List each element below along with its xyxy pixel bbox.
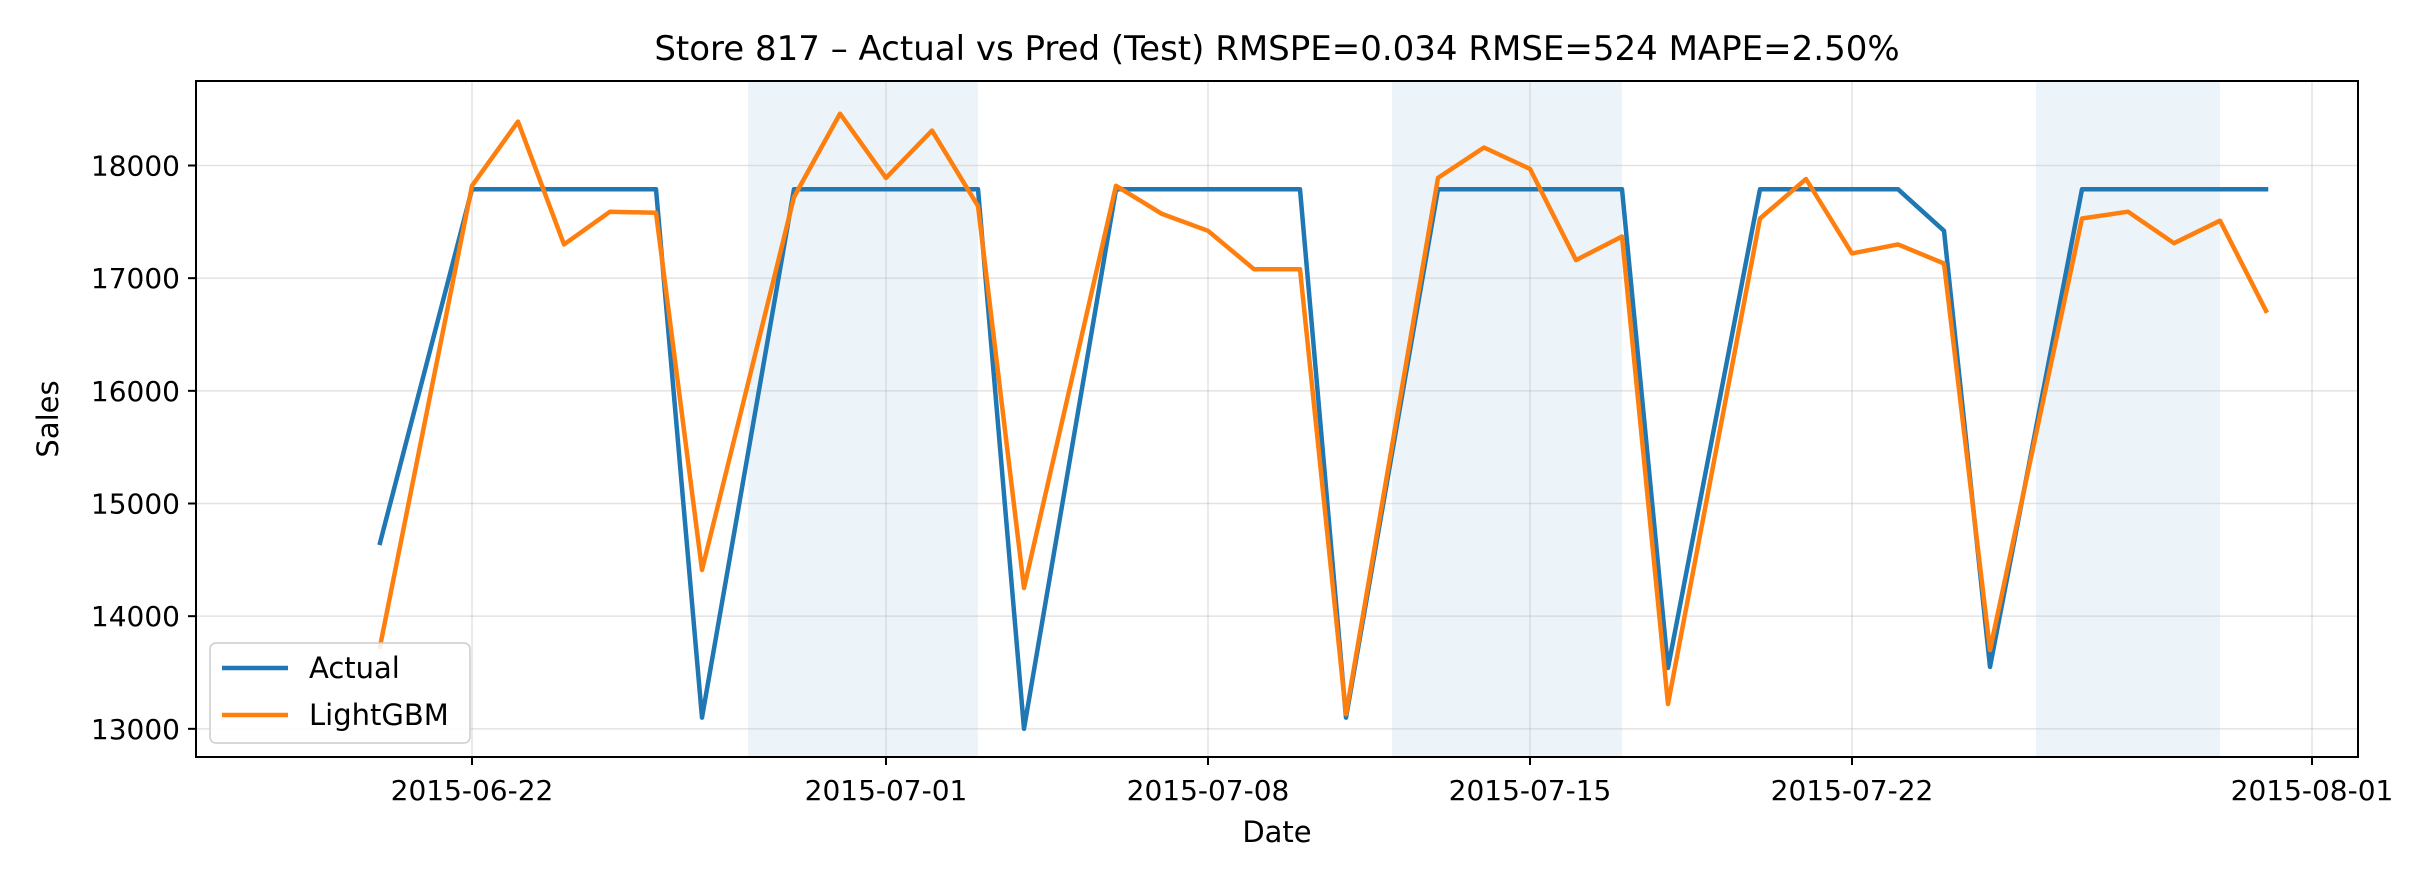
x-tick-label: 2015-06-22 bbox=[391, 774, 554, 807]
shaded-region bbox=[748, 81, 978, 757]
y-axis-label: Sales bbox=[31, 380, 65, 457]
y-tick-label: 16000 bbox=[91, 375, 180, 408]
chart-title: Store 817 – Actual vs Pred (Test) RMSPE=… bbox=[654, 29, 1899, 69]
x-axis-label: Date bbox=[1242, 815, 1311, 849]
series-lines bbox=[377, 111, 2270, 732]
series-line-lightgbm bbox=[377, 111, 2270, 717]
y-tick-label: 18000 bbox=[91, 150, 180, 183]
grid bbox=[196, 81, 2358, 757]
x-tick-label: 2015-08-01 bbox=[2231, 774, 2394, 807]
x-tick-label: 2015-07-08 bbox=[1127, 774, 1290, 807]
shaded-region bbox=[1392, 81, 1622, 757]
x-tick-label: 2015-07-01 bbox=[805, 774, 968, 807]
legend: Actual LightGBM bbox=[209, 642, 471, 744]
y-tick-label: 17000 bbox=[91, 262, 180, 295]
series-line-actual bbox=[377, 186, 2269, 732]
x-tick-label: 2015-07-22 bbox=[1771, 774, 1934, 807]
y-tick-label: 13000 bbox=[91, 713, 180, 746]
shaded-region bbox=[2036, 81, 2220, 757]
legend-label: Actual bbox=[309, 651, 400, 685]
y-tick-label: 15000 bbox=[91, 488, 180, 521]
shaded-regions bbox=[748, 81, 2220, 757]
axis-ticks: 13000 14000 15000 16000 17000 18000 2015-06-22… bbox=[91, 150, 2393, 808]
legend-label: LightGBM bbox=[309, 698, 449, 732]
y-tick-label: 14000 bbox=[91, 600, 180, 633]
plot-frame bbox=[195, 80, 2359, 758]
x-tick-label: 2015-07-15 bbox=[1449, 774, 1612, 807]
